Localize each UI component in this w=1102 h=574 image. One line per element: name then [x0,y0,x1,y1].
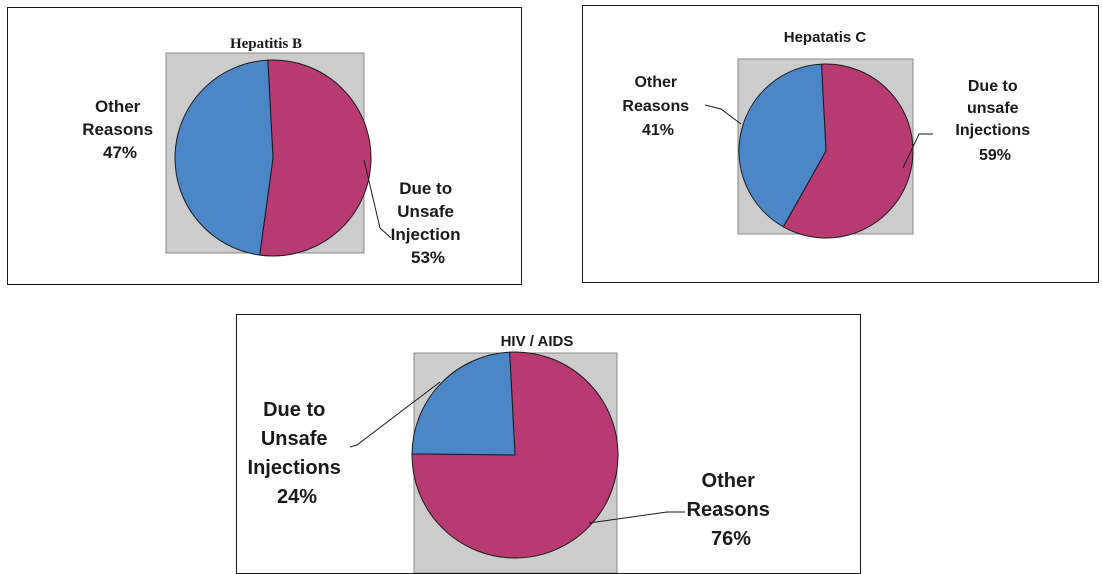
hepatitis-c-label-other: Other Reasons 41% [622,74,693,139]
hiv-aids-slice-1 [411,351,516,456]
hepatitis-c-leader-other [704,104,742,125]
hepatitis-b-leader-unsafe [363,159,392,239]
hepatitis-c-slices [738,63,914,239]
hepatitis-b-title: Hepatitis B [230,36,302,52]
hiv-aids-label-unsafe: Due to Unsafe Injections 24% [248,399,347,508]
hiv-aids-chart: HIV / AIDS Due to Unsafe Injections 24% … [236,314,861,574]
hepatitis-c-slice-1 [738,63,827,228]
hepatitis-b-slice-0 [259,59,372,257]
hepatitis-b-label-other: Other Reasons 47% [82,97,158,162]
hepatitis-c-leader-unsafe [902,133,933,169]
hiv-aids-pie-svg: HIV / AIDS Due to Unsafe Injections 24% … [248,333,776,573]
hiv-aids-title: HIV / AIDS [501,333,574,350]
hepatitis-c-title: Hepatatis C [784,29,867,46]
hiv-aids-leader-other [588,511,685,524]
hepatitis-b-chart: Hepatitis B Due to Unsafe Injection 53% … [7,7,522,285]
hepatitis-c-chart: Hepatatis C Due to unsafe Injections 59%… [582,5,1099,283]
hepatitis-c-slice-0 [782,63,914,239]
hiv-aids-label-other: Other Reasons 76% [687,470,776,550]
hepatitis-b-label-unsafe: Due to Unsafe Injection 53% [391,179,466,267]
hepatitis-b-pie-svg: Hepatitis B Due to Unsafe Injection 53% … [82,36,466,267]
hepatitis-c-pie-svg: Hepatatis C Due to unsafe Injections 59%… [622,29,1034,239]
hepatitis-b-slice-1 [174,59,274,256]
hiv-aids-slices [411,351,619,559]
hepatitis-b-slices [174,59,372,257]
hiv-aids-leader-unsafe [349,381,441,448]
hepatitis-c-label-unsafe: Due to unsafe Injections 59% [955,78,1034,164]
